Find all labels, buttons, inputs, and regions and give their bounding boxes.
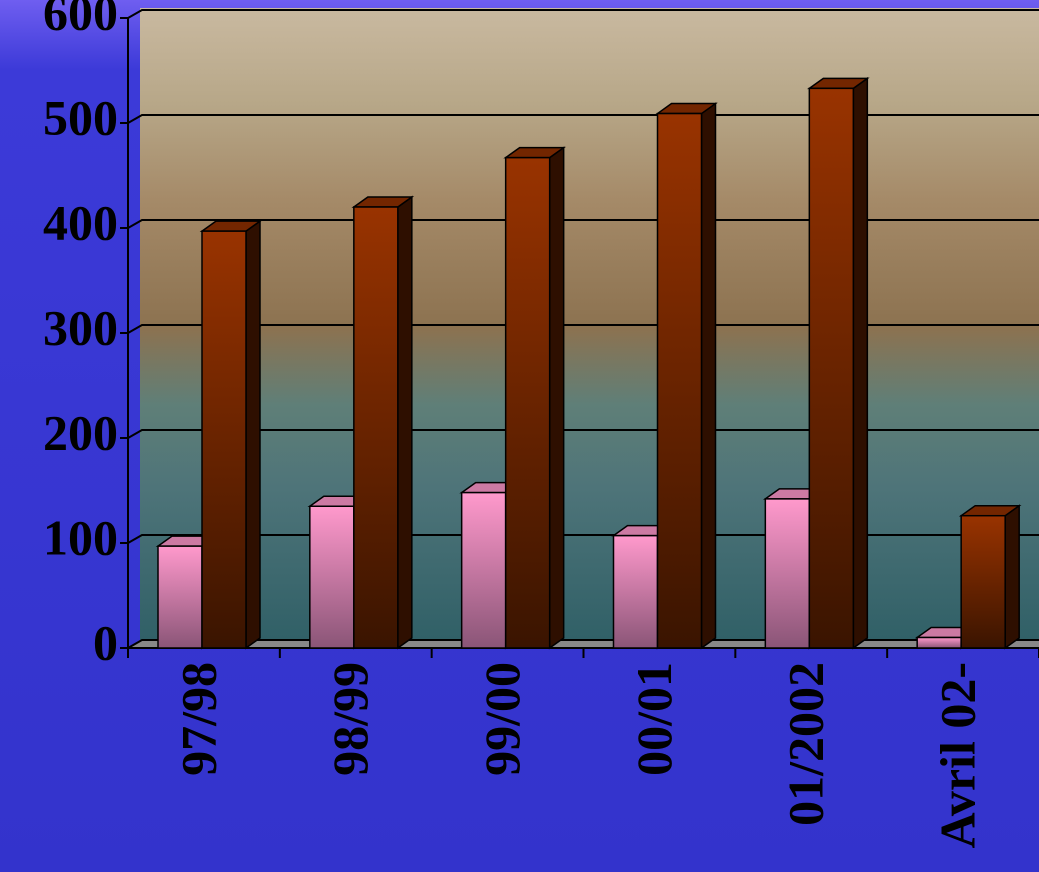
- bar: [612, 534, 659, 649]
- bar: [764, 498, 811, 649]
- grid-line: [127, 324, 1039, 334]
- bar: [201, 230, 247, 649]
- y-tick-label: 500: [43, 89, 118, 145]
- y-tick-label: 100: [43, 509, 118, 565]
- bar-side: [548, 146, 565, 650]
- bar-side: [852, 76, 869, 650]
- grid-line: [127, 219, 1039, 229]
- grid-line: [127, 639, 1039, 649]
- bar: [808, 87, 855, 649]
- bar: [656, 112, 703, 649]
- grid-line: [127, 534, 1039, 544]
- y-tick-label: 300: [43, 299, 118, 355]
- bar: [916, 636, 962, 649]
- bar-side: [1004, 504, 1020, 650]
- bar: [504, 156, 551, 649]
- bar: [353, 206, 399, 649]
- bar: [157, 545, 203, 649]
- bar: [309, 505, 355, 649]
- y-tick-label: 600: [43, 0, 118, 40]
- bar-side: [397, 195, 413, 650]
- y-tick-label: 0: [93, 614, 118, 670]
- y-tick-label: 200: [43, 404, 118, 460]
- plot-background: [140, 8, 1039, 648]
- bar-side: [700, 102, 717, 650]
- x-tick-label: 97/98: [170, 662, 226, 776]
- bar: [460, 491, 507, 649]
- x-tick-label: 98/99: [322, 662, 378, 776]
- x-tick-label: 00/01: [626, 662, 682, 776]
- x-tick-label: 99/00: [474, 662, 530, 776]
- x-tick-label: Avril 02-: [930, 662, 986, 849]
- floor: [128, 640, 1039, 648]
- y-tick-label: 400: [43, 194, 118, 250]
- bar: [960, 514, 1006, 649]
- grid-line: [127, 9, 1039, 19]
- grid-line: [127, 114, 1039, 124]
- x-tick-label: 01/2002: [778, 662, 834, 826]
- bar-side: [245, 219, 261, 650]
- grid-line: [127, 429, 1039, 439]
